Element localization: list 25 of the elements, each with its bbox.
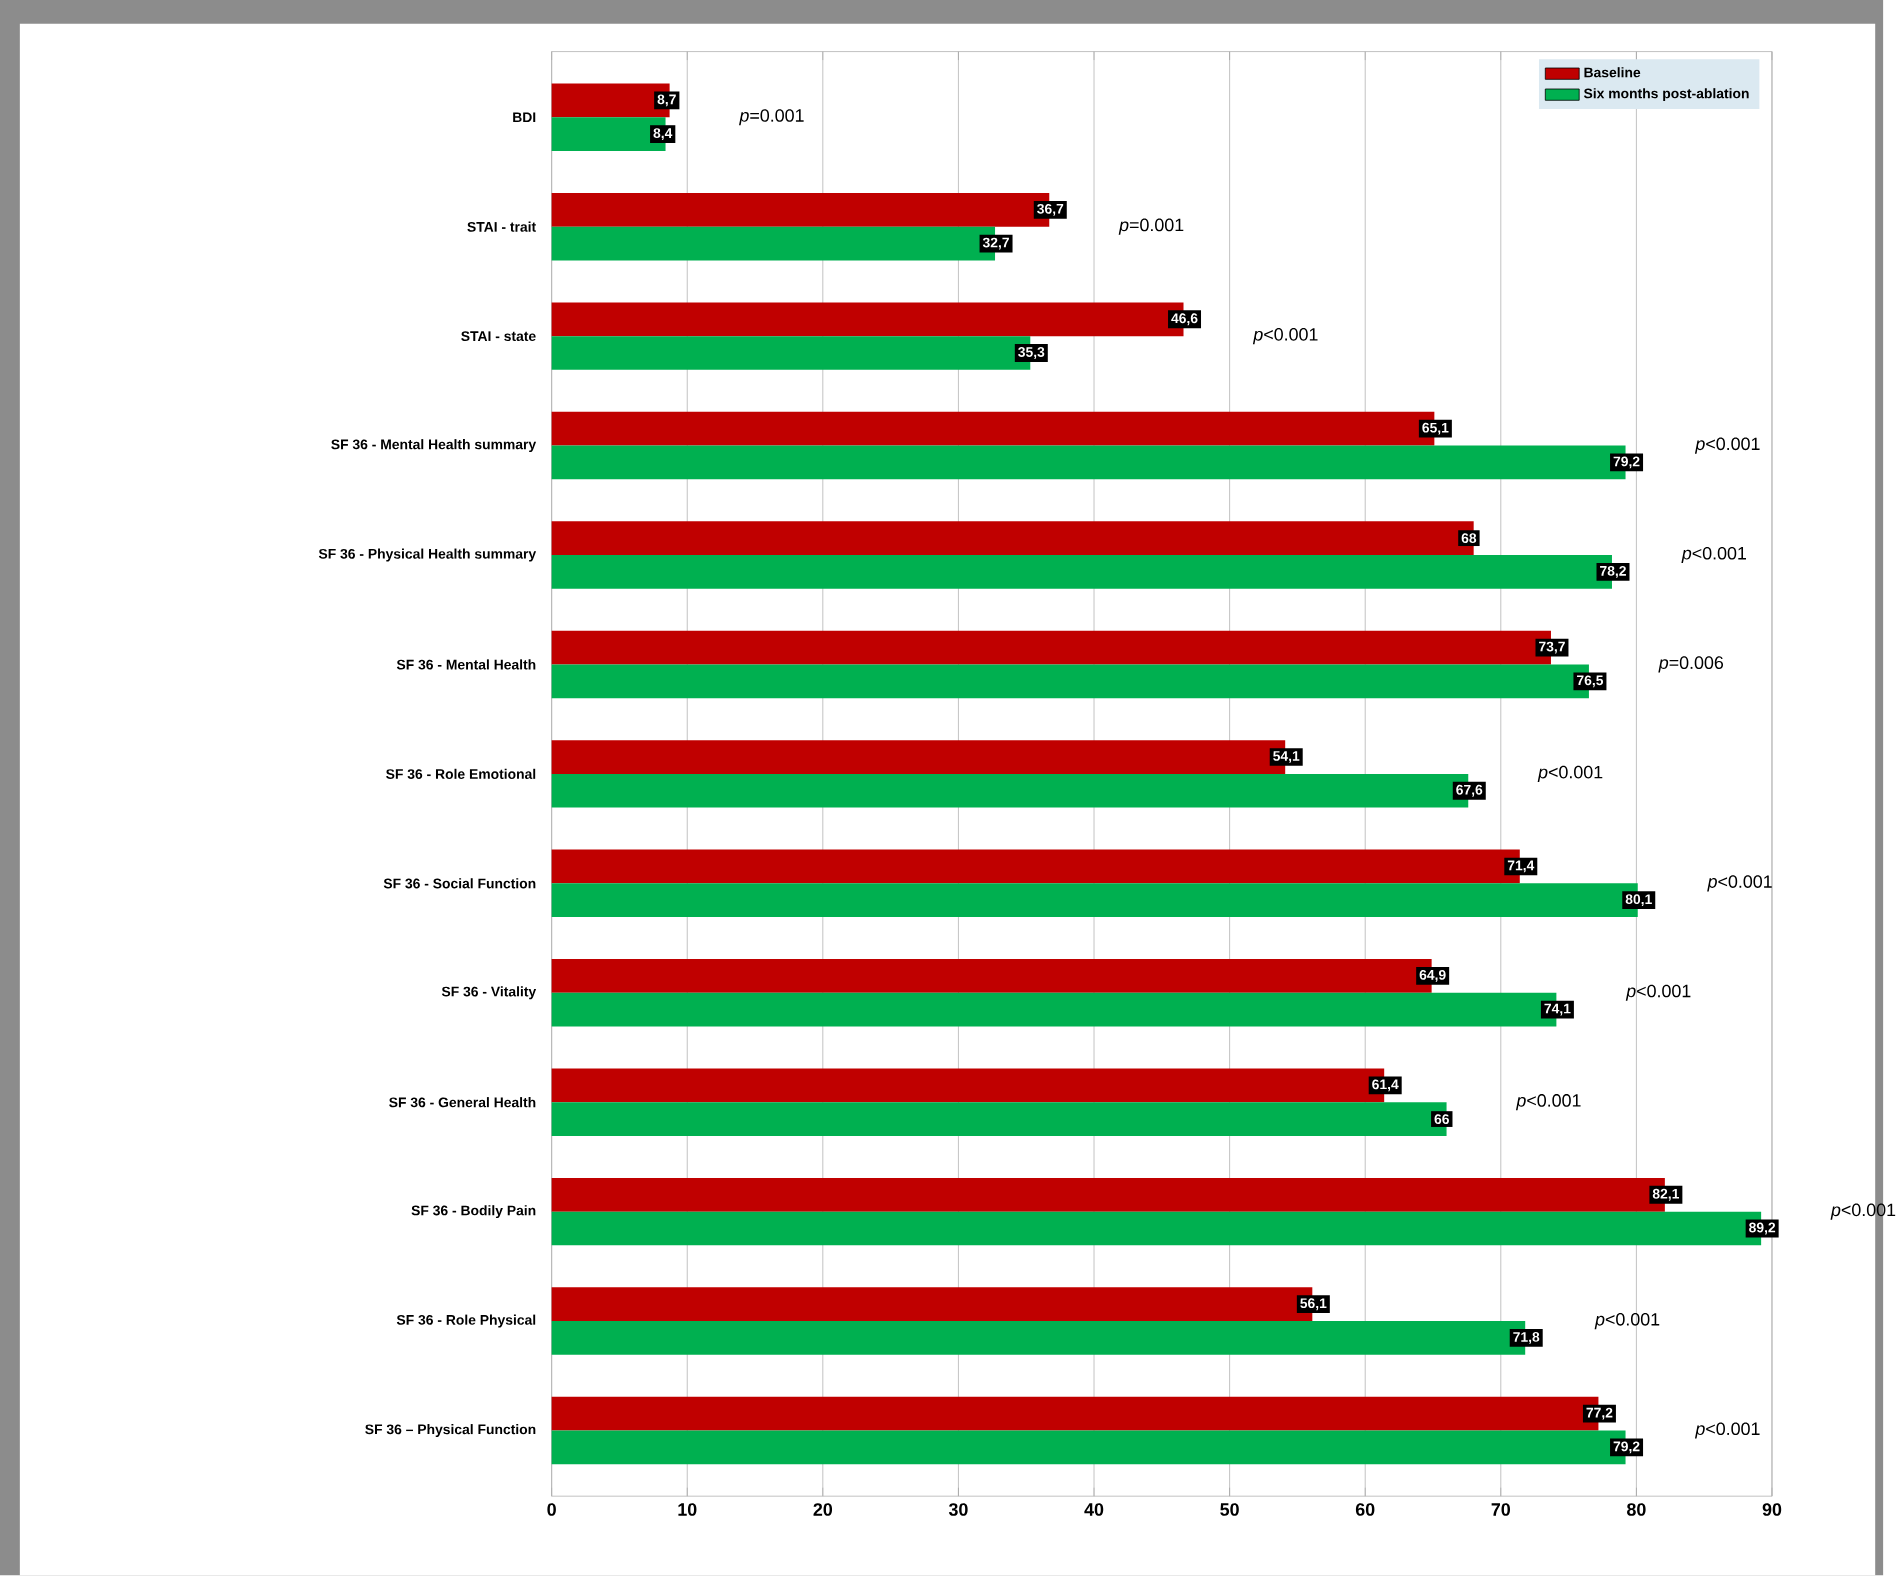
annotation: p<0.001 — [1625, 984, 1691, 1002]
x-tick-label: 30 — [948, 1503, 968, 1517]
annotation: p=0.006 — [1658, 656, 1724, 673]
x-tick-label: 0 — [547, 1503, 556, 1517]
x-tick-label: 80 — [1627, 1503, 1646, 1517]
x-tick-label: 60 — [1355, 1503, 1375, 1517]
annotation: p<0.001 — [1694, 437, 1760, 454]
text: p<0.001 — [1830, 1203, 1896, 1220]
bar — [551, 521, 1474, 556]
x-tick-label: 20 — [813, 1503, 833, 1517]
x-tick-label: 10 — [678, 1503, 697, 1517]
annotation: p<0.001 — [1694, 1422, 1760, 1439]
bar — [551, 1102, 1447, 1137]
annotation: p=0.001 — [739, 109, 804, 126]
annotation: p=0.001 — [1118, 218, 1184, 235]
annotation: p<0.001 — [1252, 328, 1318, 345]
x-tick-label: 70 — [1491, 1503, 1511, 1517]
annotation: p<0.001 — [1594, 1313, 1660, 1330]
annotation: p<0.001 — [1515, 1094, 1581, 1111]
annotation: p<0.001 — [1537, 766, 1603, 783]
x-tick-label: 40 — [1084, 1503, 1104, 1517]
annotation: p<0.001 — [1681, 547, 1746, 564]
x-tick-label: 50 — [1220, 1503, 1239, 1517]
annotation: p<0.001 — [1707, 875, 1772, 892]
x-tick-label: 90 — [1762, 1503, 1782, 1517]
